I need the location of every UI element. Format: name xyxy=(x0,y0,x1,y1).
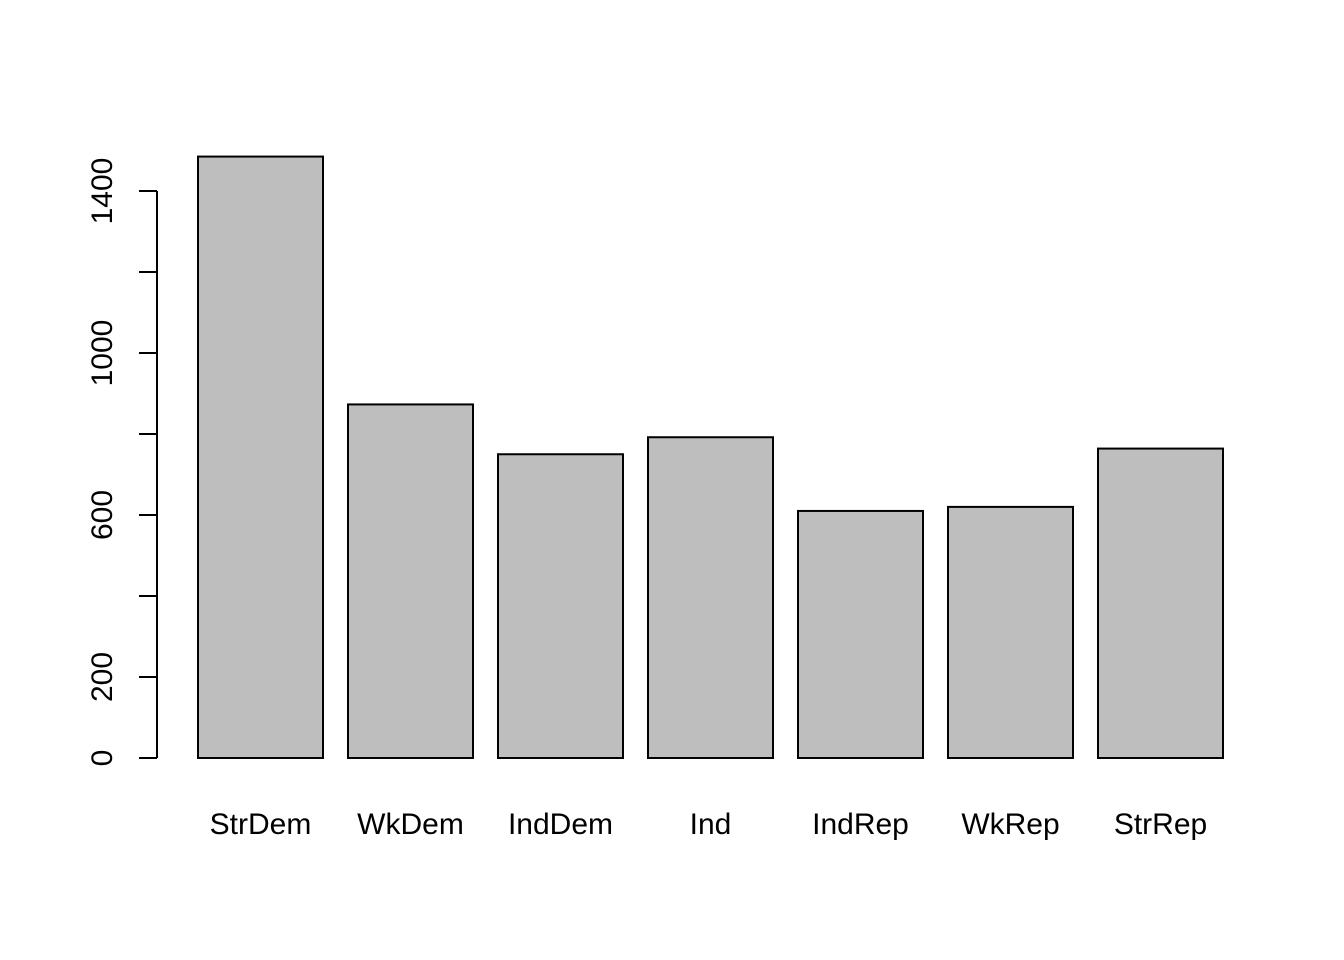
bars-group xyxy=(197,155,1224,760)
y-tick-label-0: 0 xyxy=(86,750,119,767)
bar-strrep xyxy=(1097,447,1224,759)
y-tick-label-1400: 1400 xyxy=(86,158,119,225)
x-axis-labels: StrDem WkDem IndDem Ind IndRep WkRep StrRep xyxy=(210,808,1208,841)
x-label-wkrep: WkRep xyxy=(961,808,1059,841)
y-axis: 0 200 600 1000 1400 xyxy=(86,158,158,767)
x-label-indrep: IndRep xyxy=(812,808,909,841)
bar-wkrep xyxy=(947,505,1074,759)
x-label-strdem: StrDem xyxy=(210,808,312,841)
y-tick-label-1000: 1000 xyxy=(86,320,119,387)
x-label-wkdem: WkDem xyxy=(357,808,464,841)
x-label-strrep: StrRep xyxy=(1114,808,1207,841)
bar-ind xyxy=(647,436,774,759)
bar-wkdem xyxy=(347,403,474,759)
bar-strdem xyxy=(197,155,324,759)
y-tick-label-200: 200 xyxy=(86,652,119,702)
x-label-inddem: IndDem xyxy=(508,808,613,841)
bar-indrep xyxy=(797,509,924,760)
y-tick-label-600: 600 xyxy=(86,490,119,540)
x-label-ind: Ind xyxy=(690,808,732,841)
bar-inddem xyxy=(497,453,624,759)
